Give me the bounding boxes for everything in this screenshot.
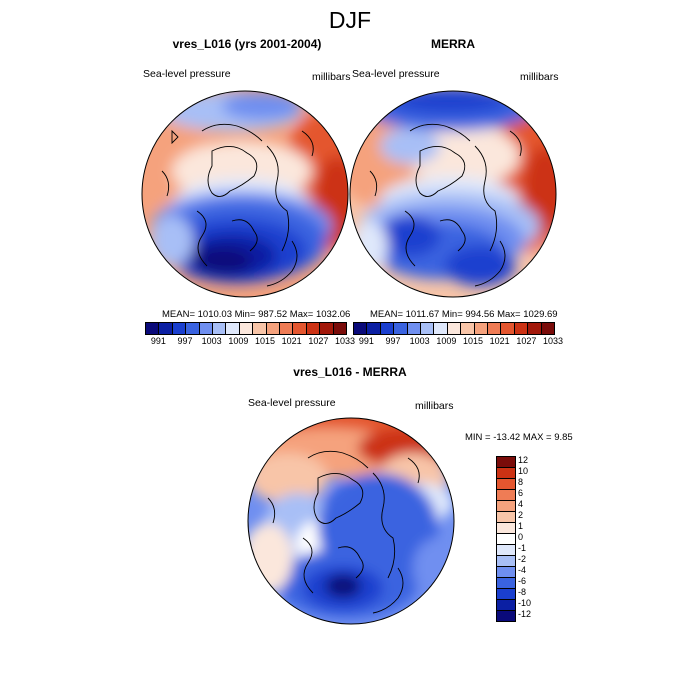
colorbar-swatch-model	[266, 323, 281, 334]
colorbar-tick-obs: 1027	[516, 336, 537, 346]
colorbar-swatch-diff	[497, 611, 515, 621]
colorbar-tick-diff: -1	[518, 542, 527, 553]
figure-title: DJF	[328, 7, 372, 33]
colorbar-swatch-model	[306, 323, 321, 334]
colorbar-tick-model: 1027	[308, 336, 329, 346]
colorbar-obs	[353, 322, 555, 335]
colorbar-model	[145, 322, 347, 335]
panel-title-model: vres_L016 (yrs 2001-2004)	[172, 37, 322, 51]
colorbar-tick-model: 997	[177, 336, 193, 346]
colorbar-tick-model: 1003	[201, 336, 222, 346]
colorbar-tick-model: 1009	[228, 336, 249, 346]
units-label-model: millibars	[312, 71, 351, 83]
colorbar-swatch-model	[226, 323, 240, 334]
colorbar-swatch-model	[186, 323, 200, 334]
colorbar-tick-diff: -6	[518, 575, 527, 586]
colorbar-swatch-model	[146, 323, 160, 334]
colorbar-swatch-obs	[354, 323, 368, 334]
colorbar-obs-ticks: 991 997 1003 1009 1015 1021 1027 1033	[353, 336, 563, 348]
colorbar-swatch-model	[280, 323, 294, 334]
colorbar-tick-diff: 12	[518, 455, 529, 466]
colorbar-tick-diff: -10	[518, 597, 532, 608]
colorbar-tick-diff: 1	[518, 521, 524, 532]
colorbar-swatch-obs	[367, 323, 381, 334]
colorbar-swatch-model	[293, 323, 307, 334]
colorbar-swatch-diff	[497, 479, 515, 490]
colorbar-tick-diff: 10	[518, 466, 529, 477]
stats-obs: MEAN= 1011.67 Min= 994.56 Max= 1029.69	[370, 309, 558, 320]
colorbar-swatch-diff	[497, 457, 515, 468]
colorbar-swatch-diff	[497, 501, 515, 512]
colorbar-swatch-diff	[497, 512, 515, 523]
colorbar-swatch-diff	[497, 567, 515, 578]
colorbar-tick-obs: 991	[358, 336, 374, 346]
field-label-diff: Sea-level pressure	[248, 397, 336, 409]
colorbar-swatch-model	[239, 323, 254, 334]
colorbar-swatch-diff	[497, 578, 515, 589]
colorbar-swatch-obs	[501, 323, 515, 334]
panel-title-obs: MERRA	[431, 37, 475, 51]
colorbar-tick-diff: 8	[518, 477, 524, 488]
colorbar-swatch-model	[213, 323, 227, 334]
units-label-diff: millibars	[415, 400, 454, 412]
colorbar-diff	[496, 456, 516, 622]
stats-model: MEAN= 1010.03 Min= 987.52 Max= 1032.06	[162, 309, 351, 320]
colorbar-swatch-obs	[380, 323, 395, 334]
colorbar-swatch-obs	[407, 323, 422, 334]
colorbar-tick-model: 991	[150, 336, 166, 346]
colorbar-tick-diff: 4	[518, 499, 524, 510]
colorbar-diff-ticks: 12 10 8 6 4 2 1 0 -1 -2 -4 -6 -8 -10 -12	[518, 455, 548, 620]
colorbar-swatch-obs	[488, 323, 502, 334]
colorbar-swatch-diff	[497, 589, 515, 600]
colorbar-swatch-obs	[434, 323, 448, 334]
colorbar-swatch-diff	[497, 468, 515, 479]
colorbar-swatch-diff	[497, 523, 515, 534]
colorbar-swatch-diff	[497, 545, 515, 556]
colorbar-swatch-model	[199, 323, 214, 334]
colorbar-tick-obs: 1003	[409, 336, 430, 346]
colorbar-swatch-model	[253, 323, 267, 334]
polar-map-obs	[350, 91, 556, 297]
colorbar-swatch-diff	[497, 490, 515, 501]
colorbar-swatch-obs	[461, 323, 475, 334]
colorbar-tick-obs: 1009	[436, 336, 457, 346]
colorbar-tick-model: 1033	[334, 336, 356, 346]
stats-diff: MIN = -13.42 MAX = 9.85	[465, 432, 573, 443]
colorbar-tick-diff: 2	[518, 510, 524, 521]
colorbar-swatch-obs	[528, 323, 542, 334]
colorbar-swatch-obs	[541, 323, 555, 334]
colorbar-tick-model: 1021	[281, 336, 302, 346]
colorbar-tick-diff: -12	[518, 608, 532, 619]
colorbar-swatch-obs	[421, 323, 435, 334]
polar-map-model	[142, 91, 348, 297]
colorbar-tick-obs: 1015	[462, 336, 484, 346]
units-label-obs: millibars	[520, 71, 559, 83]
colorbar-model-ticks: 991 997 1003 1009 1015 1021 1027 1033	[145, 336, 355, 348]
colorbar-swatch-obs	[447, 323, 462, 334]
field-label-obs: Sea-level pressure	[352, 68, 440, 80]
colorbar-swatch-model	[333, 323, 347, 334]
colorbar-tick-diff: -8	[518, 586, 527, 597]
polar-map-diff	[248, 418, 454, 624]
colorbar-swatch-diff	[497, 534, 515, 545]
colorbar-tick-diff: -2	[518, 553, 527, 564]
colorbar-swatch-model	[159, 323, 173, 334]
colorbar-swatch-model	[172, 323, 187, 334]
colorbar-tick-model: 1015	[254, 336, 276, 346]
colorbar-tick-diff: 0	[518, 532, 524, 542]
colorbar-swatch-obs	[394, 323, 408, 334]
colorbar-swatch-model	[320, 323, 334, 334]
colorbar-swatch-diff	[497, 600, 515, 611]
colorbar-tick-diff: -4	[518, 564, 527, 575]
colorbar-tick-obs: 997	[385, 336, 401, 346]
colorbar-tick-obs: 1021	[489, 336, 510, 346]
colorbar-swatch-obs	[514, 323, 529, 334]
colorbar-swatch-obs	[474, 323, 489, 334]
panel-title-diff: vres_L016 - MERRA	[293, 365, 407, 379]
colorbar-tick-obs: 1033	[542, 336, 564, 346]
colorbar-swatch-diff	[497, 556, 515, 567]
colorbar-tick-diff: 6	[518, 488, 524, 499]
field-label-model: Sea-level pressure	[143, 68, 231, 80]
